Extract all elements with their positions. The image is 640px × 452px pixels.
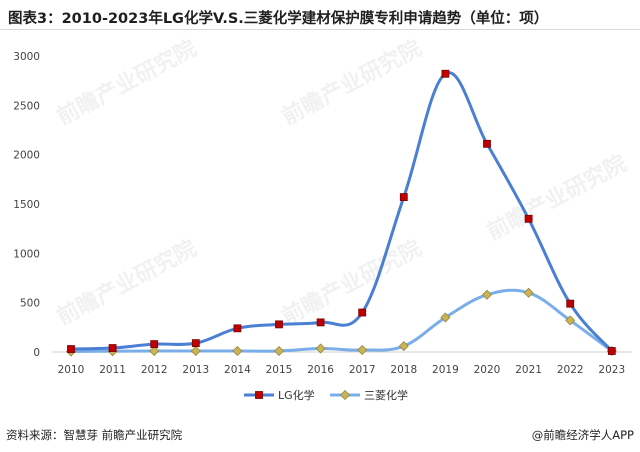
x-tick-label: 2013: [182, 364, 209, 376]
data-point-square: [150, 340, 159, 349]
legend-label-1: 三菱化学: [364, 388, 408, 402]
series-markers: [66, 69, 617, 357]
watermark-text: 前瞻产业研究院: [53, 35, 201, 130]
data-point-square: [67, 345, 75, 353]
y-tick-label: 2500: [13, 100, 40, 112]
x-tick-label: 2022: [557, 364, 584, 376]
x-tick-label: 2017: [349, 364, 376, 376]
y-tick-label: 1500: [13, 199, 40, 211]
x-tick-label: 2014: [224, 364, 251, 376]
data-point-square: [191, 339, 200, 348]
watermark-text: 前瞻产业研究院: [53, 235, 201, 330]
data-point-diamond: [398, 341, 409, 352]
axes: 0 500 1000 1500 2000 2500 3000 2010 2011 2012 2013…: [13, 51, 632, 376]
data-point-diamond: [565, 315, 576, 326]
legend-marker-diamond: [340, 390, 350, 400]
watermark-text: 前瞻产业研究院: [278, 35, 426, 130]
data-point-diamond: [357, 345, 368, 356]
data-point-diamond: [523, 287, 534, 298]
y-tick-label: 500: [20, 298, 40, 310]
y-tick-label: 3000: [13, 51, 40, 63]
chart-title: 图表3：2010-2023年LG化学V.S.三菱化学建材保护膜专利申请趋势（单位…: [8, 11, 549, 27]
data-point-diamond: [482, 289, 492, 300]
x-tick-label: 2016: [307, 364, 334, 376]
data-point-square: [524, 214, 533, 223]
data-point-square: [358, 308, 367, 317]
data-point-square: [275, 320, 283, 329]
legend-marker-square: [255, 391, 263, 399]
watermark-text: 前瞻产业研究院: [483, 150, 631, 245]
data-point-diamond: [315, 343, 326, 354]
x-tick-label: 2010: [58, 364, 85, 376]
x-tick-label: 2015: [266, 364, 293, 376]
x-tick-label: 2023: [598, 364, 625, 376]
data-point-square: [607, 347, 616, 355]
data-point-square: [566, 299, 575, 308]
x-tick-label: 2020: [474, 364, 501, 376]
x-tick-label: 2018: [390, 364, 417, 376]
x-tick-label: 2012: [141, 364, 168, 376]
data-point-square: [441, 69, 450, 78]
x-tick-label: 2019: [432, 364, 459, 376]
brand-credit: @前瞻经济学人APP: [531, 428, 634, 442]
y-tick-label: 2000: [13, 150, 40, 162]
legend: LG化学 三菱化学: [244, 388, 408, 402]
data-point-diamond: [149, 346, 160, 357]
data-point-square: [108, 344, 117, 352]
data-point-diamond: [274, 346, 284, 357]
data-point-diamond: [190, 346, 201, 357]
footer: 资料来源：智慧芽 前瞻产业研究院 @前瞻经济学人APP: [0, 421, 640, 452]
data-point-diamond: [232, 346, 243, 357]
source-note: 资料来源：智慧芽 前瞻产业研究院: [6, 428, 183, 442]
data-point-diamond: [440, 312, 451, 323]
data-point-square: [399, 193, 408, 201]
y-tick-label: 0: [33, 347, 40, 359]
legend-label-0: LG化学: [278, 388, 315, 402]
watermark-text: 前瞻产业研究院: [278, 235, 426, 330]
x-tick-label: 2011: [99, 364, 126, 376]
y-tick-label: 1000: [13, 248, 40, 260]
data-point-square: [316, 318, 325, 327]
data-point-square: [233, 324, 242, 333]
x-tick-label: 2021: [515, 364, 542, 376]
data-point-square: [483, 139, 491, 148]
series-line-0: [69, 71, 614, 353]
title-divider: [0, 29, 640, 30]
